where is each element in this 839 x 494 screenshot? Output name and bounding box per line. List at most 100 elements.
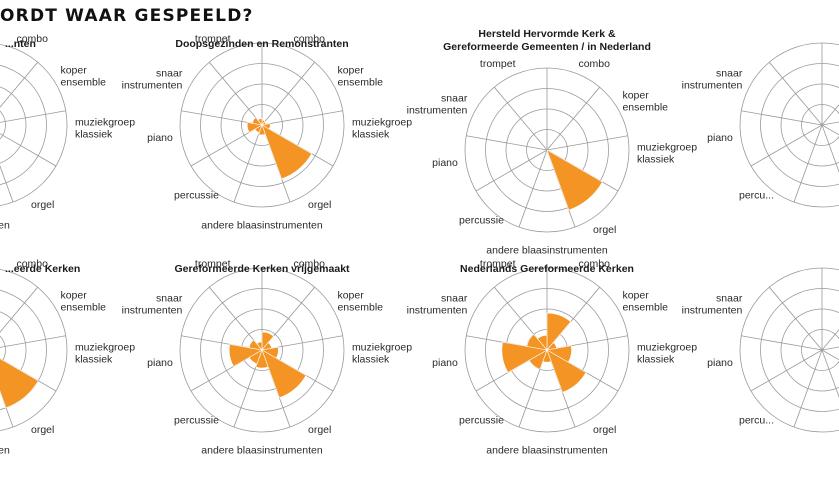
petal-piano <box>246 122 263 133</box>
petal-trompet <box>257 118 263 126</box>
grid-spoke <box>821 104 839 126</box>
grid-spoke <box>518 149 548 228</box>
label-snaar-instrumenten: snaar <box>156 293 183 305</box>
label-orgel: orgel <box>308 424 331 436</box>
label-percussie: percussie <box>459 215 504 227</box>
label-muziekgroep-klassiek: muziekgroep <box>352 342 412 354</box>
grid-spoke <box>793 349 823 428</box>
grid-spoke <box>493 86 548 151</box>
label-muziekgroep-klassiek: muziekgroep <box>352 117 412 129</box>
grid-ring <box>0 289 47 411</box>
label-andere-blaasinstrumenten: andere blaasinstrumenten <box>486 445 608 457</box>
label-muziekgroep-klassiek: muziekgroep <box>637 142 697 154</box>
label-andere-blaasinstrumenten: andere blaasinstrumenten <box>486 245 608 257</box>
label-trompet: trompet <box>480 258 516 270</box>
grid-spoke <box>741 110 823 126</box>
label-combo: combo <box>293 33 325 45</box>
label-muziekgroep-klassiek: muziekgroep <box>75 117 135 129</box>
grid-ring <box>0 110 6 140</box>
grid-ring <box>0 268 68 432</box>
chart-title: Doopsgezinden en Remonstranten <box>175 38 348 50</box>
grid-spoke <box>768 286 823 351</box>
grid-ring <box>780 83 839 167</box>
grid-spoke <box>0 110 66 123</box>
label-orgel: orgel <box>308 199 331 211</box>
petal-orgel <box>546 149 603 211</box>
label-percussie: percu... <box>739 190 774 202</box>
petal-orgel <box>261 124 313 180</box>
grid-spoke <box>0 133 57 167</box>
label-snaar-instrumenten: instrumenten <box>122 305 183 317</box>
petal-trompet <box>256 341 263 351</box>
grid-spoke <box>208 61 263 126</box>
page-title: ORDT WAAR GESPEELD? <box>0 6 254 26</box>
grid-spoke <box>261 61 316 126</box>
label-orgel: orgel <box>31 424 54 436</box>
label-combo: combo <box>578 258 610 270</box>
label-koper-ensemble: koper <box>60 289 87 301</box>
label-koper-ensemble: koper <box>337 289 364 301</box>
label-combo: combo <box>16 258 48 270</box>
label-koper-ensemble: ensemble <box>60 301 106 313</box>
petal-orgel <box>546 349 587 393</box>
chart-title: ...eerde Kerken <box>5 263 80 275</box>
label-muziekgroep-klassiek: klassiek <box>637 354 675 366</box>
label-snaar-instrumenten: instrumenten <box>682 80 743 92</box>
label-koper-ensemble: ensemble <box>60 76 106 88</box>
grid-spoke <box>741 335 823 351</box>
label-muziekgroep-klassiek: klassiek <box>352 354 390 366</box>
grid-ring <box>0 311 27 389</box>
label-koper-ensemble: koper <box>60 64 87 76</box>
grid-ring <box>0 64 47 186</box>
grid-spoke <box>821 121 839 126</box>
grid-ring <box>0 335 6 365</box>
grid-spoke <box>466 135 548 151</box>
label-muziekgroep-klassiek: klassiek <box>352 129 390 141</box>
grid-spoke <box>750 124 823 167</box>
petal-orgel <box>0 358 39 409</box>
chart-title: ...nten <box>5 38 36 50</box>
label-percussie: percussie <box>174 415 219 427</box>
label-combo: combo <box>16 33 48 45</box>
petal-orgel <box>261 349 307 399</box>
label-andere-blaasinstrumenten: andere blaasinstrumenten <box>201 220 323 232</box>
label-koper-ensemble: ensemble <box>622 101 668 113</box>
grid-spoke <box>821 124 839 136</box>
label-piano: piano <box>707 357 733 369</box>
label-trompet: trompet <box>480 58 516 70</box>
label-snaar-instrumenten: snaar <box>441 93 468 105</box>
label-snaar-instrumenten: instrumenten <box>407 105 468 117</box>
grid-ring <box>760 288 839 412</box>
label-trompet: trompet <box>195 33 231 45</box>
label-piano: piano <box>432 157 458 169</box>
label-combo: combo <box>578 58 610 70</box>
label-combo: combo <box>293 258 325 270</box>
grid-spoke <box>208 286 263 351</box>
grid-spoke <box>793 124 823 203</box>
grid-ring <box>760 63 839 187</box>
grid-spoke <box>546 135 628 151</box>
grid-spoke <box>0 335 66 348</box>
label-koper-ensemble: koper <box>337 64 364 76</box>
label-piano: piano <box>147 132 173 144</box>
polar-chart-3: Hersteld Hervormde Kerk &Gereformeerde G… <box>407 28 698 257</box>
label-snaar-instrumenten: instrumenten <box>122 80 183 92</box>
petal-piano <box>228 343 263 367</box>
label-muziekgroep-klassiek: muziekgroep <box>637 342 697 354</box>
label-snaar-instrumenten: snaar <box>441 293 468 305</box>
label-snaar-instrumenten: instrumenten <box>407 305 468 317</box>
grid-spoke <box>0 61 39 108</box>
grid-spoke <box>821 346 839 351</box>
label-muziekgroep-klassiek: klassiek <box>75 129 113 141</box>
label-muziekgroep-klassiek: muziekgroep <box>75 342 135 354</box>
petal-combo <box>261 331 275 351</box>
label-snaar-instrumenten: snaar <box>716 68 743 80</box>
grid-spoke <box>821 349 839 361</box>
grid-spoke <box>475 149 548 192</box>
label-orgel: orgel <box>593 224 616 236</box>
label-andere-blaasinstrumenten: ...umenten <box>0 220 10 232</box>
